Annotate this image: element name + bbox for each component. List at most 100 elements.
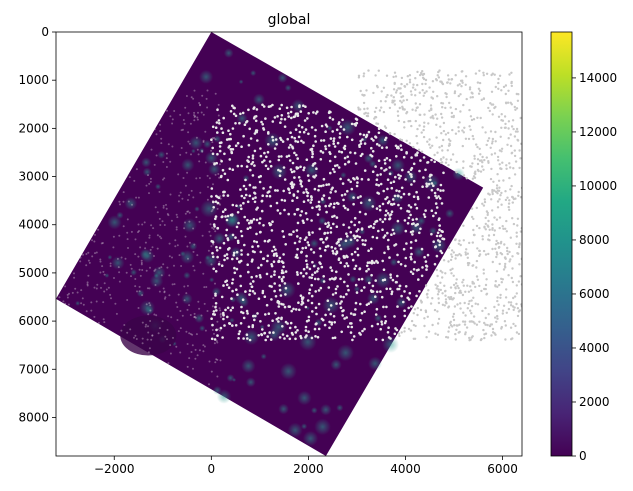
white-point [419, 227, 422, 231]
gray-point [494, 333, 497, 336]
white-point [284, 293, 287, 296]
gray-point [442, 129, 446, 133]
white-point [295, 153, 298, 157]
faint-point [196, 254, 199, 257]
gray-point [500, 191, 503, 195]
white-point [331, 293, 335, 296]
gray-point [505, 230, 508, 233]
gray-point [365, 114, 369, 118]
gray-point [493, 152, 497, 155]
white-point [438, 217, 441, 220]
white-point [430, 182, 434, 185]
white-point [329, 231, 333, 234]
white-point [271, 249, 274, 253]
white-point [359, 142, 363, 145]
gray-point [498, 163, 501, 166]
faint-point [219, 312, 222, 315]
white-point [311, 273, 314, 277]
white-point [254, 186, 257, 189]
gray-point [499, 135, 502, 138]
white-point [258, 180, 262, 184]
faint-point [153, 255, 155, 257]
white-point [396, 253, 399, 257]
gray-point [454, 338, 457, 341]
gray-point [509, 144, 513, 148]
white-point [273, 147, 277, 150]
white-point [371, 235, 375, 239]
gray-point [481, 235, 484, 238]
gray-point [428, 143, 431, 146]
white-point [410, 173, 413, 176]
white-point [345, 292, 348, 296]
white-point [306, 299, 310, 302]
gray-point [380, 106, 383, 109]
white-point [320, 237, 324, 241]
white-point [296, 235, 299, 238]
gray-point [515, 302, 518, 306]
white-point [304, 188, 308, 191]
white-point [223, 254, 227, 258]
white-point [333, 155, 337, 159]
gray-point [447, 163, 450, 167]
faint-point [87, 274, 90, 277]
white-point [391, 198, 395, 201]
white-point [399, 144, 403, 147]
gray-point [452, 312, 456, 316]
white-point [271, 220, 274, 223]
heatmap-blob [445, 208, 455, 219]
faint-point [76, 291, 79, 294]
faint-point [193, 111, 196, 114]
heatmap-blob [358, 228, 366, 235]
white-point [324, 145, 327, 148]
white-point [402, 247, 406, 251]
white-point [221, 131, 225, 134]
gray-point [491, 113, 494, 116]
white-point [430, 188, 434, 192]
white-point [264, 164, 268, 168]
gray-point [442, 259, 446, 262]
gray-point [455, 278, 458, 281]
faint-point [58, 296, 61, 299]
faint-point [193, 116, 196, 118]
white-point [262, 187, 265, 190]
faint-point [154, 284, 157, 286]
faint-point [166, 109, 168, 112]
gray-point [504, 227, 507, 230]
faint-point [129, 328, 132, 331]
faint-point [100, 286, 102, 289]
gray-point [442, 156, 445, 159]
heatmap-blob [353, 285, 361, 293]
heatmap-blob [211, 287, 221, 297]
faint-point [143, 221, 146, 224]
gray-point [506, 246, 509, 250]
gray-point [499, 296, 502, 299]
white-point [434, 245, 438, 248]
gray-point [414, 109, 417, 112]
faint-point [214, 173, 217, 176]
white-point [335, 225, 339, 228]
white-point [230, 297, 233, 300]
white-point [360, 277, 364, 281]
white-point [404, 178, 407, 181]
white-point [415, 217, 418, 221]
faint-point [158, 267, 161, 270]
faint-point [169, 115, 172, 118]
white-point [221, 336, 224, 339]
gray-point [518, 149, 521, 152]
white-point [280, 117, 283, 121]
white-point [374, 338, 378, 341]
white-point [386, 212, 390, 215]
white-point [339, 277, 342, 281]
heatmap-blob [142, 167, 152, 177]
white-point [332, 315, 336, 318]
white-point [430, 232, 433, 236]
gray-point [399, 92, 402, 95]
white-point [296, 190, 300, 193]
white-point [304, 246, 308, 249]
white-point [310, 276, 314, 280]
gray-point [461, 81, 464, 84]
white-point [393, 194, 397, 198]
white-point [396, 305, 399, 308]
faint-point [193, 316, 196, 319]
white-point [255, 108, 259, 111]
